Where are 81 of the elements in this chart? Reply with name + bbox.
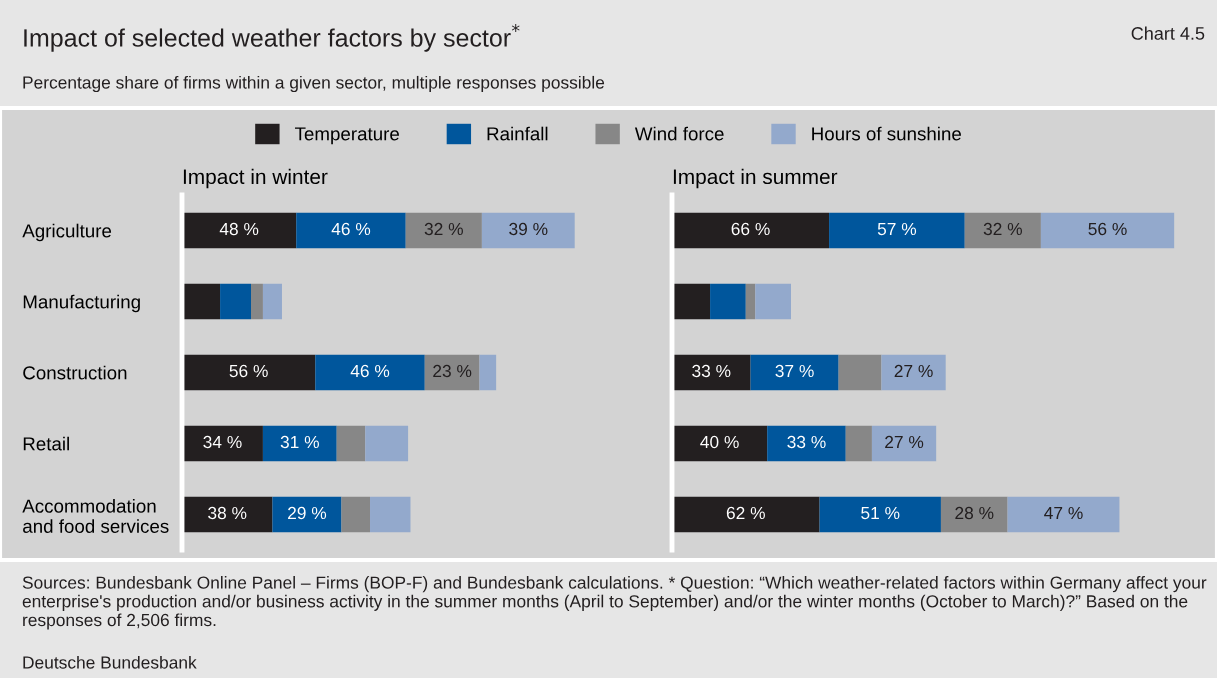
data-label: 38 % — [208, 506, 247, 520]
data-label: 48 % — [219, 222, 259, 236]
text: Percentage share of firms within a given sector, multiple responses possible — [23, 75, 605, 93]
bar — [1040, 212, 1175, 249]
chart-title: Impact in summer — [673, 168, 838, 189]
bar — [672, 212, 830, 249]
bar — [220, 283, 252, 320]
legend-label: Temperature — [294, 127, 399, 145]
bar — [182, 212, 297, 249]
y-tick-label: Retail — [23, 436, 69, 451]
bar — [672, 354, 751, 391]
data-label: 57 % — [877, 222, 917, 236]
data-label: 27 % — [885, 435, 924, 449]
bar — [672, 283, 711, 320]
data-label: 37 % — [775, 364, 814, 378]
data-label: 39 % — [509, 222, 548, 236]
bar — [262, 425, 337, 462]
bar — [262, 283, 282, 320]
data-label: 51 % — [861, 506, 900, 520]
data-label: 34 % — [203, 435, 242, 449]
legend-label: Wind force — [634, 126, 724, 141]
data-label: 62 % — [726, 506, 765, 520]
bar — [819, 496, 941, 533]
bar — [481, 212, 575, 249]
text: Impact of selected weather factors by sector$^{*}$ — [24, 24, 520, 52]
bar — [672, 425, 768, 462]
bar — [881, 354, 946, 391]
data-label: 33 % — [692, 364, 731, 378]
bar — [315, 354, 425, 391]
y-tick-label: Accommodation and food services — [22, 498, 169, 533]
bar — [182, 496, 273, 533]
bar — [964, 212, 1041, 249]
data-label: 28 % — [955, 506, 994, 520]
bar — [182, 283, 221, 320]
data-label: 56 % — [229, 364, 268, 378]
bar — [838, 354, 882, 391]
source-note: Sources: Bundesbank Online Panel – Firms (BOP-F) and Bundesbank calculations. * Question: “Which weather-related factors within Germany affect your enterprise's production and/or business activity in the summer months (April to September) and/or the winter months (October to March)?” Based on the responses of 2,506 firms. — [22, 576, 1207, 630]
y-tick-label: Construction — [23, 365, 127, 380]
bar — [272, 496, 342, 533]
data-label: 32 % — [424, 222, 463, 236]
text: Deutsche Bundesbank — [23, 655, 197, 669]
chart-title: Impact in winter — [183, 168, 328, 189]
bar — [341, 496, 371, 533]
data-label: 66 % — [731, 222, 770, 236]
bar — [1007, 496, 1120, 533]
bar — [405, 212, 482, 249]
bar — [296, 212, 406, 249]
bar — [182, 425, 263, 462]
bar — [745, 283, 756, 320]
bar — [940, 496, 1008, 533]
bar — [182, 354, 316, 391]
legend-label: Hours of sunshine — [812, 126, 961, 141]
bar — [336, 425, 366, 462]
data-label: 32 % — [983, 222, 1022, 236]
caption: Chart 4.5 — [1131, 26, 1205, 40]
bar — [767, 425, 846, 462]
data-label: 56 % — [1088, 222, 1127, 236]
data-label: 33 % — [787, 435, 826, 449]
y-tick-label: Agriculture — [22, 223, 112, 242]
bar — [755, 283, 791, 320]
bar — [365, 425, 409, 462]
bar — [672, 496, 820, 533]
data-label: 23 % — [433, 364, 472, 378]
bar — [479, 354, 497, 391]
legend-label: Rainfall — [487, 126, 548, 141]
bar — [829, 212, 965, 249]
data-label: 46 % — [350, 364, 390, 378]
bar — [750, 354, 839, 391]
data-label: 27 % — [894, 364, 933, 378]
data-label: 47 % — [1044, 506, 1083, 520]
bar — [424, 354, 480, 391]
data-label: 46 % — [331, 222, 371, 236]
data-label: 31 % — [280, 435, 319, 449]
bar — [251, 283, 263, 320]
data-label: 40 % — [700, 435, 739, 449]
y-tick-label: Manufacturing — [23, 294, 140, 313]
data-label: 29 % — [288, 506, 327, 520]
bar — [845, 425, 872, 462]
bar — [370, 496, 411, 533]
bar — [710, 283, 746, 320]
bar — [871, 425, 937, 462]
